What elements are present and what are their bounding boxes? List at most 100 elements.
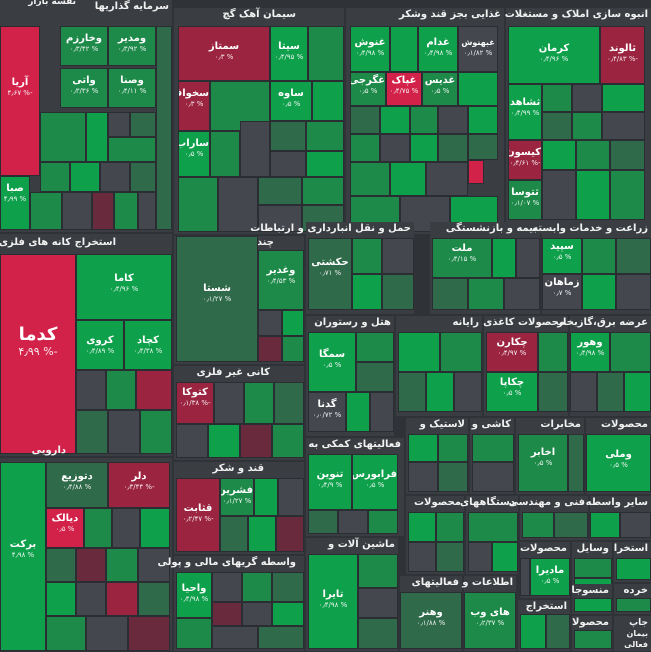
sector-products-b[interactable]: محصولات bbox=[406, 496, 464, 574]
stock-tile[interactable]: دیالک ۰٫۵ % bbox=[46, 508, 84, 548]
stock-tile bbox=[410, 106, 438, 134]
stock-tile[interactable]: های وب ۰٫۲/۳۷ % bbox=[464, 592, 516, 649]
stock-tile[interactable]: سمگا ۰٫۵ % bbox=[308, 332, 356, 392]
sector-real-estate[interactable]: انبوه سازی املاک و مستغلات کرمان ۰٫۴/۹۶ %… bbox=[505, 8, 651, 234]
sector-printing[interactable]: جاپ بیمان فعالی bbox=[614, 616, 651, 651]
stock-tile[interactable]: فشرین ۰٫۱/۲۷ % bbox=[220, 478, 254, 516]
sector-products-a[interactable]: محصولات وملی ۰٫۵ % bbox=[586, 418, 651, 494]
stock-tile[interactable]: وخارزم ۰٫۳/۴۲ % bbox=[60, 26, 108, 66]
stock-tile[interactable]: سخواف۰٫۳ % bbox=[178, 81, 210, 131]
sector-machinery[interactable]: ماشین آلات و تایرا ۰٫۴/۹۸ % bbox=[306, 538, 398, 651]
sector-pharma[interactable]: دارویی برکت ۴٫۹۸ % دتوزیع ۰٫۴/۸۸ % دلر ۰٫۳/… bbox=[0, 445, 172, 651]
stock-tile bbox=[358, 618, 398, 649]
sector-hotel[interactable]: هتل و رستوران سمگا ۰٫۵ % گدنا ۰٫۰/۷۲ % bbox=[306, 316, 394, 436]
stock-tile[interactable]: ومدیر ۰٫۳/۹۲ % bbox=[108, 26, 156, 66]
stock-tile bbox=[468, 278, 504, 310]
sector-it[interactable]: اطلاعات و های وب ۰٫۲/۳۷ % bbox=[462, 576, 516, 651]
sector-products-c[interactable]: محصولات مادیرا ۰٫۵ % bbox=[520, 542, 570, 598]
stock-tile[interactable]: سمتاز ۰٫۳ % bbox=[178, 26, 270, 81]
sector-products-d[interactable]: محصولا bbox=[572, 616, 612, 651]
stock-tile[interactable]: ثشاهد ۰٫۴/۹۹ % bbox=[508, 84, 542, 140]
stock-tile[interactable]: ساوه ۰٫۵ % bbox=[270, 81, 312, 121]
stock-tile[interactable]: ثالوند ۰٫۴/۸۳ %- bbox=[600, 26, 645, 84]
sector-transport[interactable]: حمل و نقل انبارداری و ارتباطات حکشتی ۰٫۷۱… bbox=[250, 222, 414, 314]
sector-investment[interactable]: سرمایه گذاریها نفسه بازار آریا ۴٫۶۷ %- وم… bbox=[0, 0, 172, 232]
stock-tile[interactable]: دتوزیع ۰٫۴/۸۸ % bbox=[46, 462, 108, 508]
sector-activities[interactable]: فعالیتهای وهنر ۰٫۱/۸۸ % bbox=[400, 576, 462, 651]
stock-tile bbox=[210, 131, 240, 177]
stock-tile[interactable]: زماهان ۰٫۷ % bbox=[542, 274, 582, 310]
stock-tile[interactable]: کاما ۰٫۴/۹۶ % bbox=[76, 254, 172, 320]
stock-tile[interactable]: ثتوسا ۰٫۱/۰۷ % bbox=[508, 180, 542, 220]
stock-tile[interactable]: کیسون ۰٫۴/۶۱ %- bbox=[508, 140, 542, 180]
stock-tile[interactable]: واحیا ۰٫۴/۹۸ % bbox=[176, 572, 212, 618]
sector-financial-intermediary[interactable]: واسطه گریهای مالی و پولی واحیا ۰٫۴/۹۸ % bbox=[158, 556, 304, 651]
sector-insurance[interactable]: بیمه و بازنشستگی ملت ۰٫۴/۱۵ % bbox=[430, 222, 540, 314]
stock-tile[interactable]: کرمان ۰٫۴/۹۶ % bbox=[508, 26, 600, 84]
stock-tile[interactable]: غدیس ۰٫۵ % bbox=[422, 72, 458, 106]
stock-tile[interactable]: وهور ۰٫۴/۹۸ % bbox=[570, 332, 610, 372]
stock-tile[interactable]: وغدیر ۰٫۴/۵۳ % bbox=[258, 250, 304, 310]
stock-tile[interactable]: آریا ۴٫۶۷ %- bbox=[0, 26, 40, 176]
stock-tile[interactable]: کدما ۴٫۹۹ %- bbox=[0, 254, 76, 454]
sector-nonmetal-minerals[interactable]: کانی غیر فلزی کتوکا ۰٫۱/۳۸ %- bbox=[174, 366, 304, 460]
stock-tile[interactable]: چکارن ۰٫۴/۹۷ % bbox=[486, 332, 538, 372]
sector-extraction-b[interactable]: استخراج bbox=[518, 600, 570, 651]
sector-title: نفسه بازار bbox=[28, 0, 76, 7]
sector-paper[interactable]: محصولات کاغذی چکارن ۰٫۴/۹۷ % چکاپا ۰٫۵ % bbox=[483, 316, 568, 416]
stock-tile[interactable]: تایرا ۰٫۴/۹۸ % bbox=[308, 554, 358, 649]
stock-tile[interactable]: صبا ۴٫۹۹ % bbox=[0, 176, 30, 230]
stock-tile[interactable]: غگرجی ۰٫۵ % bbox=[350, 72, 386, 106]
sector-textiles[interactable]: منسوجا bbox=[571, 584, 612, 614]
sector-food[interactable]: غذایی بجز قند وشکر غنوش ۰٫۴/۹۸ % غدام ۰٫۴/… bbox=[346, 8, 504, 234]
stock-tile[interactable]: اخابر ۰٫۵ % bbox=[518, 434, 568, 492]
stock-tile[interactable]: غدام ۰٫۴/۹۸ % bbox=[418, 26, 458, 72]
sector-tiles[interactable]: کاشی و bbox=[470, 418, 514, 494]
sector-rubber[interactable]: لاستیک و bbox=[406, 418, 468, 494]
stock-tile[interactable]: وهنر ۰٫۱/۸۸ % bbox=[400, 592, 462, 649]
stock-tile[interactable]: وملی ۰٫۵ % bbox=[586, 434, 651, 492]
stock-tile[interactable]: مادیرا ۰٫۵ % bbox=[530, 558, 570, 596]
stock-tile[interactable]: گدنا ۰٫۰/۷۲ % bbox=[308, 392, 346, 432]
sector-metal-ores[interactable]: استخراج کانه های فلزی کدما ۴٫۹۹ %- کاما ۰٫… bbox=[0, 234, 172, 456]
stock-tile[interactable]: غبهنوش ۰٫۱/۸۲ % bbox=[458, 26, 498, 72]
stock-tile[interactable]: ساراب ۰٫۵ % bbox=[178, 131, 210, 177]
sector-computer[interactable]: رایانه bbox=[396, 316, 482, 416]
stock-tile[interactable]: شستا ۰٫۱/۲۷ % bbox=[176, 236, 258, 362]
stock-tile[interactable]: قثابت ۰٫۲/۴۷ %- bbox=[176, 478, 220, 552]
stock-tile[interactable]: فرابورس ۰٫۵ % bbox=[352, 454, 398, 510]
sector-financial-aux[interactable]: فعالیتهای کمکی به تنوین ۰٫۴/۹ % فرابورس ۰٫… bbox=[306, 438, 404, 536]
sector-agriculture[interactable]: زراعت و خدمات وابسته سپید ۰٫۵ % زماهان ۰٫۷… bbox=[532, 222, 651, 314]
sector-other-intermediary[interactable]: سایر واسطه bbox=[586, 496, 651, 540]
sector-devices[interactable]: دستگاههای bbox=[460, 496, 518, 574]
stock-tile[interactable]: تنوین ۰٫۴/۹ % bbox=[308, 454, 352, 510]
stock-tile bbox=[136, 370, 172, 410]
sector-telecom[interactable]: مخابرات اخابر ۰٫۵ % bbox=[516, 418, 584, 494]
sector-title: محصولات bbox=[413, 497, 461, 508]
stock-tile[interactable]: کروی ۰٫۴/۸۹ % bbox=[76, 320, 124, 370]
sector-utilities[interactable]: عرضه برق،گازبخار وهور ۰٫۴/۹۸ % bbox=[557, 316, 651, 416]
stock-tile[interactable]: کچاد ۰٫۴/۳۸ % bbox=[124, 320, 172, 370]
stock-symbol: سمگا bbox=[318, 349, 346, 360]
sector-engineering[interactable]: فنی و مهندسی bbox=[508, 496, 588, 540]
stock-tile[interactable]: چکاپا ۰٫۵ % bbox=[486, 372, 538, 412]
sector-sugar[interactable]: قند و شکر قثابت ۰٫۲/۴۷ %- فشرین ۰٫۱/۲۷ % bbox=[174, 462, 304, 554]
sector-title: خرده bbox=[623, 585, 648, 596]
stock-tile[interactable]: سیتا ۰٫۴/۹۵ % bbox=[270, 26, 308, 81]
sector-extraction-a[interactable]: استخرا bbox=[614, 542, 651, 582]
stock-tile[interactable]: وصنا ۰٫۴/۱۱ % bbox=[108, 68, 156, 108]
stock-change: ۰٫۷۱ % bbox=[318, 269, 342, 277]
sector-title: مخابرات bbox=[540, 419, 581, 430]
sector-retail[interactable]: خرده bbox=[614, 584, 651, 614]
sector-cement[interactable]: سیمان آهک گچ سمتاز ۰٫۳ % سیتا ۰٫۴/۹۵ % سخو… bbox=[174, 8, 344, 234]
stock-tile[interactable]: حکشتی ۰٫۷۱ % bbox=[308, 238, 352, 310]
stock-tile[interactable]: واتی ۰٫۳/۳۶ % bbox=[60, 68, 108, 108]
stock-tile[interactable]: غپاک ۰٫۴/۷۵ % bbox=[386, 72, 422, 106]
stock-tile[interactable]: دلر ۰٫۳/۴۴ %- bbox=[108, 462, 170, 508]
stock-tile[interactable]: کتوکا ۰٫۱/۳۸ %- bbox=[176, 382, 214, 424]
stock-tile[interactable]: غنوش ۰٫۴/۹۸ % bbox=[350, 26, 390, 72]
stock-tile[interactable]: سپید ۰٫۵ % bbox=[542, 238, 582, 274]
stock-tile[interactable]: ملت ۰٫۴/۱۵ % bbox=[432, 238, 492, 278]
stock-tile[interactable]: برکت ۴٫۹۸ % bbox=[0, 462, 46, 651]
